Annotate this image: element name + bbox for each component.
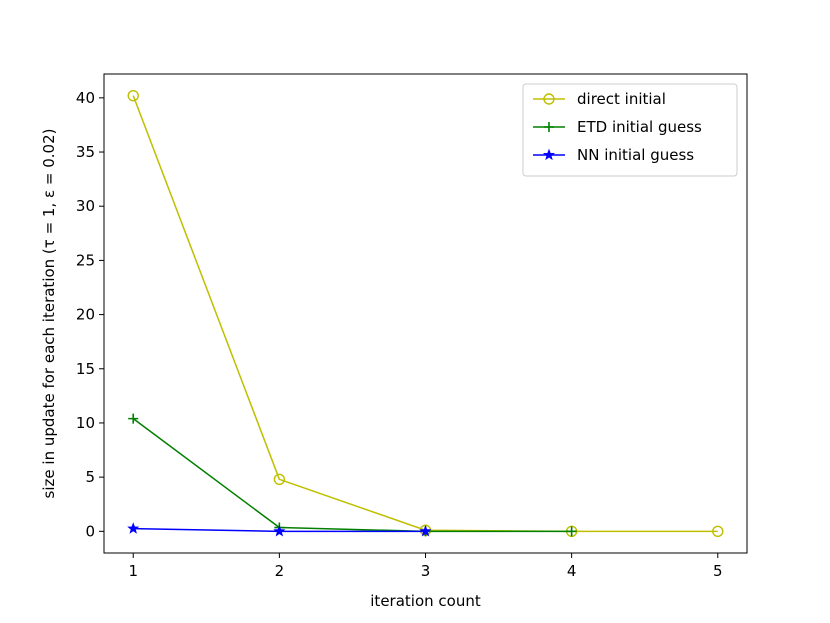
legend-marker <box>542 148 556 161</box>
data-point <box>566 526 577 537</box>
x-tick-label: 3 <box>421 562 431 580</box>
data-point <box>419 524 432 537</box>
legend-box <box>522 83 738 177</box>
x-tick-label: 5 <box>713 562 723 580</box>
legend-marker <box>544 122 554 132</box>
y-tick-label: 25 <box>76 251 95 269</box>
axes-layer: 1 2 3 4 5 0 5 10 15 20 25 30 35 40 <box>76 89 723 580</box>
data-point <box>273 473 286 486</box>
data-point <box>127 522 140 534</box>
y-tick-label: 5 <box>85 468 95 486</box>
data-point <box>127 89 139 102</box>
y-tick-label: 35 <box>76 143 95 161</box>
legend-label: ETD initial guess <box>577 118 702 136</box>
x-tick-label: 1 <box>128 562 138 580</box>
data-point <box>273 524 286 537</box>
y-tick-label: 0 <box>85 522 95 540</box>
x-tick-label: 4 <box>567 562 577 580</box>
y-tick-label: 40 <box>76 89 95 107</box>
series-1 <box>128 413 577 537</box>
y-tick-label: 20 <box>76 306 95 324</box>
legend-label: direct initial <box>577 90 666 108</box>
y-axis-label: size in update for each iteration (τ = 1… <box>40 129 58 499</box>
legend-label: NN initial guess <box>577 146 694 164</box>
x-tick-label: 2 <box>275 562 285 580</box>
y-tick-label: 30 <box>76 197 95 215</box>
y-tick-label: 10 <box>76 414 95 432</box>
data-point <box>712 525 724 538</box>
y-tick-label: 15 <box>76 360 95 378</box>
x-axis-label: iteration count <box>370 592 481 610</box>
series-2 <box>127 522 432 537</box>
data-point <box>128 413 139 424</box>
series-line <box>132 418 572 533</box>
legend: direct initial ETD initial guess NN initia… <box>522 83 738 177</box>
series-layer <box>127 89 724 538</box>
legend-marker <box>543 93 555 105</box>
